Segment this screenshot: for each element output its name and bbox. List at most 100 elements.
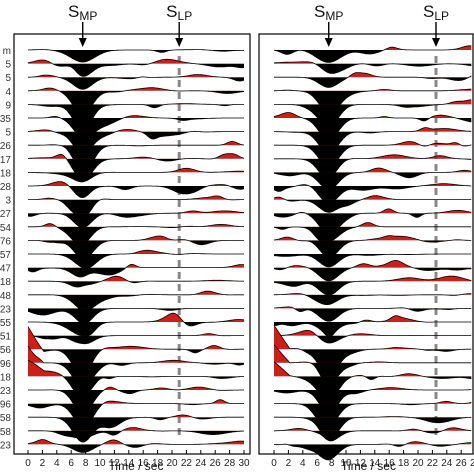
trace-wiggle: [273, 293, 472, 306]
trace-wiggle: [273, 387, 472, 414]
trace-wiggle: [28, 195, 244, 219]
trace-wiggle: [28, 129, 244, 155]
trace-wiggle: [28, 181, 245, 199]
trace-fill-negative: [28, 168, 244, 173]
trace-fill-positive: [274, 254, 472, 267]
trace-fill-negative: [274, 441, 472, 445]
trace-fill-positive: [274, 240, 472, 258]
x-tick-label: 10: [340, 458, 352, 469]
x-tick-label: 14: [369, 458, 381, 469]
trace-fill-positive: [28, 118, 244, 140]
station-label: 23: [0, 386, 11, 397]
station-label-column: m554935526171828327547657471848235551569…: [0, 46, 11, 451]
station-label: 58: [0, 413, 11, 424]
trace-wiggle: [28, 427, 245, 439]
trace-fill-positive: [274, 444, 472, 460]
trace-wiggle: [28, 115, 244, 140]
trace-fill-positive: [28, 240, 244, 259]
station-label: 55: [0, 318, 11, 329]
trace-wiggle: [273, 344, 472, 383]
trace-wiggle: [28, 414, 244, 443]
trace-fill-negative: [28, 333, 244, 336]
trace-fill-negative: [28, 250, 244, 254]
x-tick-label: 6: [314, 458, 320, 469]
x-tick-label: 8: [83, 458, 89, 469]
slp-phase-label: SLP: [166, 2, 192, 23]
station-label: 47: [0, 264, 11, 275]
trace-wiggle: [274, 400, 472, 428]
x-tick-label: 18: [398, 458, 410, 469]
trace-wiggle: [27, 439, 245, 453]
trace-wiggle: [273, 112, 472, 141]
trace-wiggle: [273, 222, 472, 243]
trace-wiggle: [273, 195, 472, 213]
trace-fill-positive: [28, 131, 244, 154]
trace-wiggle: [274, 154, 472, 179]
station-label: 26: [0, 141, 11, 152]
trace-wiggle: [28, 87, 245, 115]
trace-fill-positive: [28, 294, 244, 311]
trace-fill-positive: [28, 308, 244, 324]
trace-fill-negative: [274, 168, 472, 173]
trace-fill-negative: [274, 260, 472, 268]
phase-arrow-head: [324, 38, 333, 47]
trace-fill-negative: [28, 74, 244, 78]
trace-fill-negative: [274, 208, 472, 214]
trace-fill-negative: [274, 89, 472, 91]
trace-fill-positive: [274, 430, 472, 441]
trace-wiggle: [27, 58, 244, 77]
station-label: 96: [0, 400, 11, 411]
trace-wiggle: [273, 361, 472, 401]
station-label: 5: [5, 73, 11, 84]
trace-wiggle: [273, 61, 472, 74]
smp-phase-label: SMP: [68, 2, 97, 23]
trace-fill-negative: [28, 264, 244, 268]
trace-fill-positive: [274, 226, 472, 243]
x-tick-label: 14: [123, 458, 135, 469]
trace-wiggle: [28, 153, 245, 181]
phase-arrow-head: [175, 38, 184, 47]
x-tick-label: 16: [384, 458, 396, 469]
station-label: 5: [5, 128, 11, 139]
trace-fill-negative: [274, 195, 472, 200]
trace-wiggle: [27, 399, 244, 428]
trace-fill-negative: [409, 127, 472, 132]
x-tick-label: 28: [470, 458, 474, 469]
trace-fill-positive: [28, 267, 244, 277]
x-axis-label: Time / sec: [341, 459, 396, 473]
trace-fill-negative: [274, 222, 472, 227]
trace-fill-negative: [274, 330, 472, 336]
trace-fill-positive: [28, 186, 244, 198]
x-tick-label: 24: [195, 458, 207, 469]
trace-wiggle: [274, 329, 472, 344]
trace-wiggle: [27, 49, 245, 63]
trace-wiggle: [28, 167, 244, 183]
trace-fill-positive: [28, 213, 244, 228]
trace-wiggle: [27, 333, 244, 345]
trace-wiggle: [274, 72, 472, 88]
trace-wiggle: [273, 183, 472, 204]
x-tick-label: 4: [54, 458, 60, 469]
trace-fill-positive: [28, 444, 244, 453]
trace-fill-negative: [28, 360, 244, 377]
trace-fill-negative: [376, 276, 472, 282]
trace-wiggle: [273, 45, 472, 63]
station-label: 3: [5, 196, 11, 207]
phase-arrow-head: [432, 38, 440, 47]
trace-fill-negative: [274, 361, 472, 377]
x-tick-label: 4: [300, 458, 306, 469]
slp-phase-label: SLP: [423, 2, 449, 23]
trace-fill-negative: [274, 401, 472, 404]
station-label: 23: [0, 304, 11, 315]
smp-phase-label: SMP: [314, 2, 343, 23]
trace-wiggle: [273, 167, 472, 190]
x-tick-label: 26: [456, 458, 468, 469]
trace-fill-negative: [274, 45, 472, 50]
x-tick-label: 16: [138, 458, 150, 469]
trace-fill-negative: [274, 99, 472, 105]
trace-fill-positive: [28, 430, 244, 439]
trace-fill-negative: [28, 59, 244, 64]
trace-fill-positive: [28, 172, 244, 182]
panel-frame: [13, 33, 251, 455]
x-tick-label: 22: [427, 458, 439, 469]
